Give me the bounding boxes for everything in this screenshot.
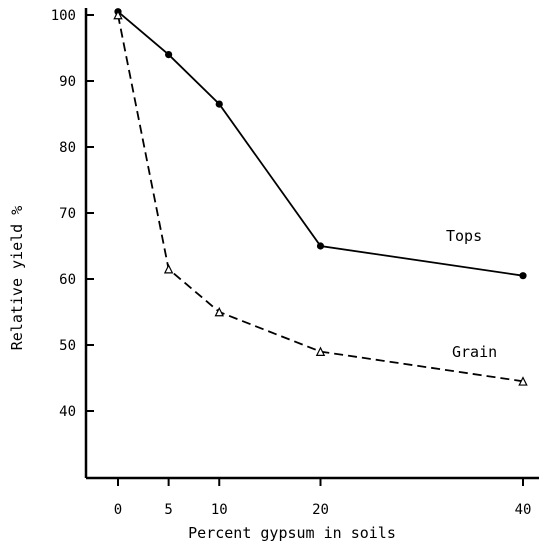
x-ticks: 0 5 10 20 40 xyxy=(114,478,532,518)
y-tick-label-70: 70 xyxy=(59,206,76,222)
point-tops-40 xyxy=(519,272,527,280)
axes xyxy=(84,8,539,480)
point-grain-5 xyxy=(163,264,174,274)
point-tops-10 xyxy=(215,100,223,108)
y-axis-title: Relative yield % xyxy=(8,206,26,351)
series-label-grain: Grain xyxy=(452,343,497,361)
series-line-grain xyxy=(117,14,524,383)
point-grain-10 xyxy=(214,306,224,317)
y-tick-label-40: 40 xyxy=(59,404,76,420)
y-tick-label-90: 90 xyxy=(59,74,76,90)
y-tick-label-50: 50 xyxy=(59,338,76,354)
y-tick-label-80: 80 xyxy=(59,140,76,156)
x-tick-label-5: 5 xyxy=(164,502,172,518)
point-grain-20 xyxy=(315,346,326,356)
y-ticks: 40 50 60 70 80 90 100 xyxy=(51,8,94,420)
series-label-tops: Tops xyxy=(446,227,482,245)
x-tick-label-40: 40 xyxy=(515,502,532,518)
point-tops-5 xyxy=(165,51,173,59)
x-axis-title: Percent gypsum in soils xyxy=(188,524,396,542)
y-tick-label-100: 100 xyxy=(51,8,76,24)
series-layer xyxy=(113,8,528,386)
x-tick-label-10: 10 xyxy=(211,502,228,518)
point-tops-20 xyxy=(316,242,325,250)
x-tick-label-20: 20 xyxy=(312,502,329,518)
x-tick-label-0: 0 xyxy=(114,502,122,518)
y-tick-label-60: 60 xyxy=(59,272,76,288)
series-labels: Tops Grain xyxy=(446,227,497,361)
point-grain-0 xyxy=(113,9,123,20)
point-grain-40 xyxy=(518,376,528,386)
